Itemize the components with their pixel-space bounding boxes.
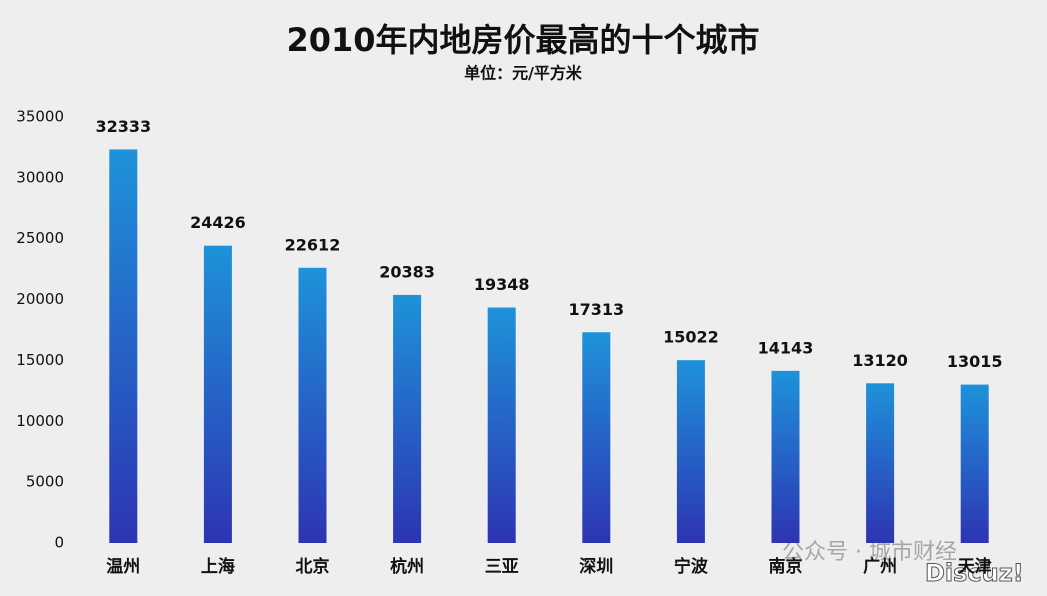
x-tick-label: 三亚 [485, 557, 519, 577]
bar [771, 370, 800, 543]
chart-subtitle: 单位：元/平方米 [464, 64, 583, 83]
x-tick-label: 温州 [106, 557, 140, 577]
watermark: Discuz! [925, 559, 1024, 587]
y-tick-label: 25000 [16, 229, 64, 247]
value-label: 13120 [852, 351, 908, 370]
x-tick-label: 杭州 [390, 556, 424, 577]
value-label: 13015 [947, 352, 1003, 371]
x-tick-label: 天津 [958, 556, 992, 577]
chart-title: 2010年内地房价最高的十个城市 [286, 21, 759, 59]
y-tick-label: 15000 [16, 351, 64, 369]
bar [393, 294, 422, 543]
bar [582, 332, 611, 543]
x-tick-label: 广州 [863, 556, 897, 577]
y-tick-label: 30000 [16, 168, 64, 186]
value-label: 32333 [95, 117, 151, 136]
x-tick-label: 北京 [296, 556, 330, 577]
y-tick-label: 20000 [16, 290, 64, 308]
bar [866, 383, 895, 543]
x-tick-label: 南京 [769, 556, 803, 577]
y-tick-label: 10000 [16, 412, 64, 430]
bar [676, 360, 705, 543]
value-label: 15022 [663, 328, 719, 347]
x-tick-label: 上海 [201, 556, 235, 577]
value-label: 20383 [379, 262, 435, 281]
y-tick-label: 0 [54, 534, 64, 552]
bar [960, 384, 989, 543]
value-label: 17313 [568, 300, 624, 319]
value-label: 14143 [758, 338, 814, 357]
value-label: 22612 [285, 235, 341, 254]
bar [203, 245, 232, 543]
bar [298, 267, 327, 543]
value-label: 19348 [474, 275, 530, 294]
watermark: 公众号 · 城市财经 [782, 540, 957, 565]
value-label: 24426 [190, 213, 246, 232]
x-tick-label: 宁波 [674, 556, 709, 577]
bar [487, 307, 516, 543]
x-tick-label: 深圳 [579, 556, 613, 577]
y-tick-label: 35000 [16, 108, 64, 126]
bar [109, 149, 138, 544]
y-tick-label: 5000 [26, 473, 64, 491]
